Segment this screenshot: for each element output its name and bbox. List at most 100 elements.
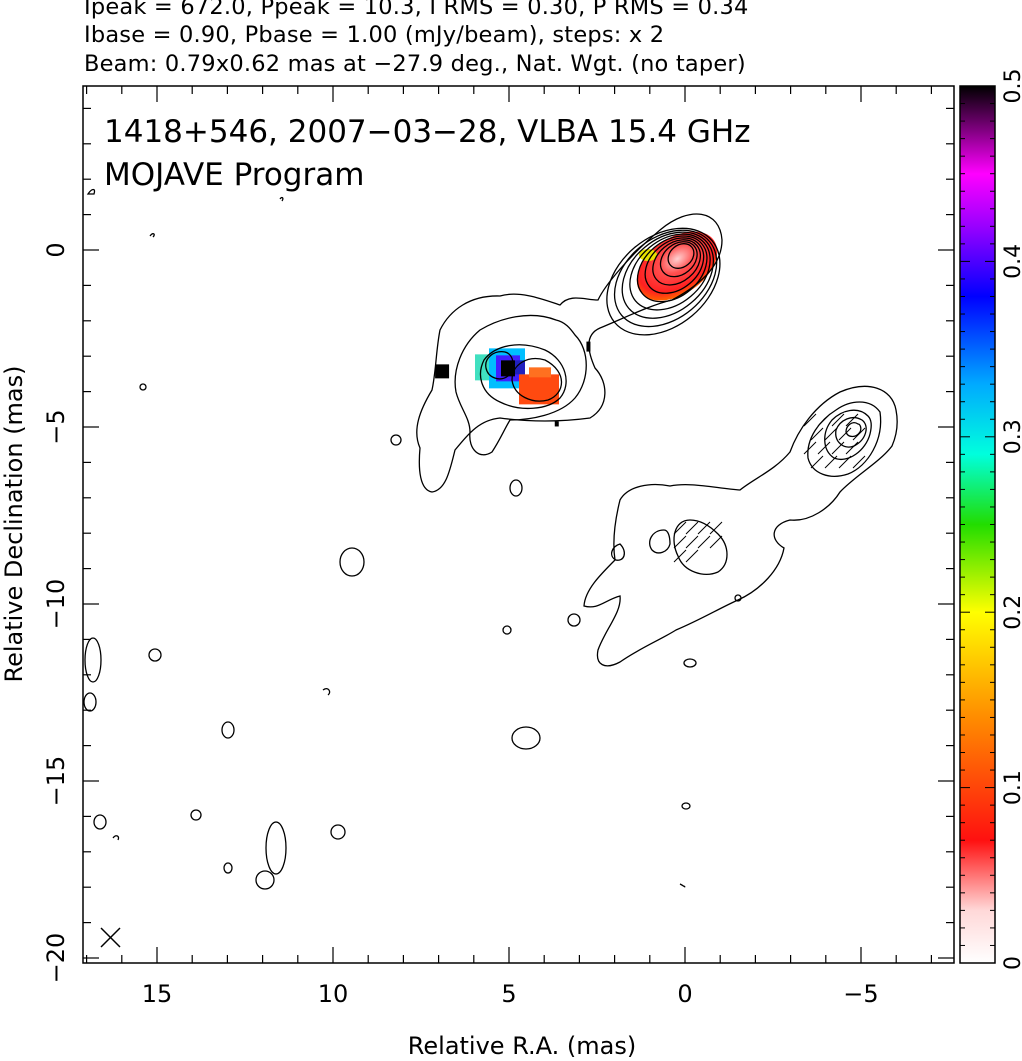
evpa-tick xyxy=(697,521,711,535)
x-axis-label: Relative R.A. (mas) xyxy=(408,1032,636,1060)
noise-contour xyxy=(149,233,155,238)
noise-contour xyxy=(93,814,107,830)
x-tick-label: −5 xyxy=(843,980,878,1008)
noise-contour xyxy=(681,802,691,810)
y-tick-label: −10 xyxy=(42,579,70,630)
colorbar-tick-label: 0.3 xyxy=(1001,419,1022,454)
jet-contour xyxy=(673,519,728,575)
noise-contour xyxy=(255,870,275,890)
inner-polarization-patch xyxy=(519,374,559,405)
colorbar-tick-label: 0.4 xyxy=(1001,244,1022,279)
jet-contour xyxy=(807,401,882,477)
noise-contour xyxy=(221,721,235,739)
evpa-tick xyxy=(810,455,824,469)
chart-subtitle: MOJAVE Program xyxy=(104,157,364,193)
x-tick-label: 15 xyxy=(142,980,173,1008)
y-axis-label: Relative Declination (mas) xyxy=(0,365,28,682)
evpa-tick xyxy=(852,427,866,441)
core-contour xyxy=(652,239,702,286)
jet-contour xyxy=(845,422,862,438)
noise-contour xyxy=(683,658,697,668)
evpa-tick xyxy=(838,455,852,469)
jet-contour xyxy=(824,409,872,460)
noise-contour xyxy=(679,883,686,888)
core-contour xyxy=(659,241,698,278)
noise-contour xyxy=(86,188,96,195)
evpa-tick xyxy=(810,427,824,441)
colorbar-tick-label: 0.5 xyxy=(1001,69,1022,104)
jet-contour xyxy=(416,213,723,493)
y-tick-label: −15 xyxy=(42,756,70,807)
intensity-contours xyxy=(83,188,898,890)
evpa-tick xyxy=(824,455,838,469)
noise-contour xyxy=(139,383,147,391)
map-layer xyxy=(83,188,898,948)
core-contour xyxy=(621,231,715,319)
noise-contour xyxy=(83,692,97,712)
noise-contour xyxy=(390,434,402,446)
x-tick-label: 0 xyxy=(677,980,692,1008)
y-tick-label: −5 xyxy=(42,409,70,444)
noise-contour xyxy=(502,625,512,635)
evpa-tick xyxy=(845,413,859,427)
inner-polarization-patch xyxy=(529,367,551,378)
core-contour xyxy=(667,243,695,269)
jet-contour xyxy=(835,416,867,448)
evpa-tick xyxy=(831,441,845,455)
jet-contour xyxy=(479,344,567,410)
header-line-3: Beam: 0.79x0.62 mas at −27.9 deg., Nat. … xyxy=(84,51,746,77)
evpa-tick xyxy=(803,413,817,427)
chart-title: 1418+546, 2007−03−28, VLBA 15.4 GHz xyxy=(104,114,750,150)
evpa-tick xyxy=(845,441,859,455)
evpa-tick xyxy=(685,549,699,563)
evpa-tick xyxy=(817,413,831,427)
core-contour xyxy=(613,229,718,328)
axis-ticks xyxy=(83,85,995,964)
polarization-patches xyxy=(435,231,718,427)
core-contour xyxy=(636,235,708,303)
colorbar-tick-label: 0 xyxy=(1001,956,1022,970)
inner-polarization-patch xyxy=(515,360,525,375)
y-tick-label: −20 xyxy=(42,933,70,984)
plot-frame xyxy=(82,85,955,964)
noise-contour xyxy=(84,637,102,683)
header-line-2: Ibase = 0.90, Pbase = 1.00 (mJy/beam), s… xyxy=(84,22,665,48)
noise-contour xyxy=(265,821,287,875)
evpa-tick xyxy=(831,413,845,427)
axis-tick-labels: 15 10 5 0 −5 0 −5 −10 −15 −20 0 0.1 0.2 0.3 0.4 0.5 xyxy=(42,69,1022,1009)
evpa-tick xyxy=(803,441,817,455)
noise-contour xyxy=(511,726,541,750)
evpa-ticks xyxy=(673,413,866,563)
noise-contour xyxy=(509,479,523,497)
core-contour xyxy=(629,233,711,311)
header-line-1: Ipeak = 672.0, Ppeak = 10.3, I RMS = 0.3… xyxy=(84,0,749,20)
x-tick-label: 10 xyxy=(318,980,349,1008)
evpa-tick xyxy=(824,427,838,441)
colorbar-tick-label: 0.2 xyxy=(1001,595,1022,630)
noise-contour xyxy=(112,835,120,841)
evpa-tick xyxy=(852,455,866,469)
evpa-tick xyxy=(673,535,687,549)
noise-contour xyxy=(330,824,346,840)
jet-contour xyxy=(485,351,514,380)
evpa-tick xyxy=(709,535,723,549)
evpa-tick xyxy=(673,521,687,535)
x-tick-label: 5 xyxy=(501,980,516,1008)
jet-contour xyxy=(511,358,562,402)
jet-contour xyxy=(649,529,671,554)
black-pixel-patch xyxy=(554,421,559,427)
noise-contour xyxy=(148,648,162,662)
noise-contour xyxy=(339,547,365,577)
colorbar-tick-label: 0.1 xyxy=(1001,770,1022,805)
evpa-tick xyxy=(709,521,723,535)
noise-contour xyxy=(279,196,284,202)
noise-contour xyxy=(190,809,202,821)
beam-marker xyxy=(100,927,121,948)
evpa-tick xyxy=(685,535,699,549)
jet-contour xyxy=(610,543,626,561)
evpa-tick xyxy=(817,441,831,455)
jet-contour xyxy=(454,314,587,456)
noise-contour xyxy=(567,613,581,627)
noise-contour xyxy=(322,688,331,696)
